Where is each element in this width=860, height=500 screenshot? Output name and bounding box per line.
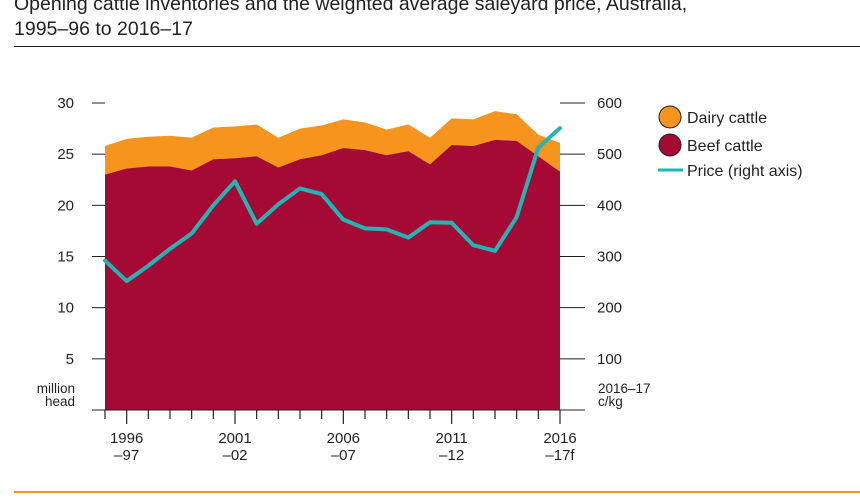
footer-divider xyxy=(14,491,860,493)
y-left-unit-label: million xyxy=(37,381,75,396)
y-left-tick-label: 10 xyxy=(57,300,74,317)
x-tick-label: 2006 xyxy=(327,430,360,447)
x-tick-label: 2001 xyxy=(218,430,251,447)
x-tick-label: –17f xyxy=(545,447,575,464)
x-tick-label: –07 xyxy=(331,447,356,464)
y-left-tick-label: 25 xyxy=(57,146,74,163)
area-layer xyxy=(105,111,560,410)
chart-title-line-2: 1995–96 to 2016–17 xyxy=(14,18,193,40)
y-right-tick-label: 100 xyxy=(597,351,622,368)
y-right-unit-label: 2016–17 xyxy=(598,381,651,396)
x-tick-label: –12 xyxy=(439,447,464,464)
chart-title-line-1: Opening cattle inventories and the weigh… xyxy=(14,0,688,15)
y-right-tick-label: 200 xyxy=(597,300,622,317)
legend: Dairy cattle Beef cattle Price (right axis… xyxy=(658,105,803,180)
y-right-tick-label: 400 xyxy=(597,197,622,214)
x-tick-label: –02 xyxy=(222,447,247,464)
legend-beef-swatch xyxy=(658,133,682,157)
price-line xyxy=(103,126,562,284)
legend-beef-label: Beef cattle xyxy=(687,138,763,155)
y-right-unit-label: c/kg xyxy=(598,394,623,409)
y-left-unit-label: head xyxy=(45,394,75,409)
x-tick-label: 2011 xyxy=(436,430,468,447)
dairy-cattle-area xyxy=(105,111,560,175)
price-line-layer xyxy=(103,126,562,284)
y-left-tick-label: 20 xyxy=(57,197,74,214)
y-right-tick-label: 500 xyxy=(597,146,622,163)
y-right-tick-label: 300 xyxy=(597,249,622,266)
chart-title: Opening cattle inventories and the weigh… xyxy=(14,0,687,42)
y-left-tick-label: 30 xyxy=(57,95,74,112)
title-divider xyxy=(14,46,860,47)
legend-dairy-label: Dairy cattle xyxy=(687,110,767,127)
legend-price-label: Price (right axis) xyxy=(687,163,803,180)
y-left-tick-label: 5 xyxy=(66,351,74,368)
x-tick-label: 1996 xyxy=(110,430,143,447)
x-tick-label: –97 xyxy=(114,447,139,464)
legend-dairy-swatch xyxy=(658,105,682,129)
x-tick-label: 2016 xyxy=(543,430,576,447)
axes-layer: 5 10 15 20 25 30 100 200 300 400 500 600 millionhead… xyxy=(37,95,651,464)
beef-cattle-area xyxy=(105,139,560,410)
y-left-tick-label: 15 xyxy=(57,249,74,266)
y-right-tick-label: 600 xyxy=(597,95,622,112)
